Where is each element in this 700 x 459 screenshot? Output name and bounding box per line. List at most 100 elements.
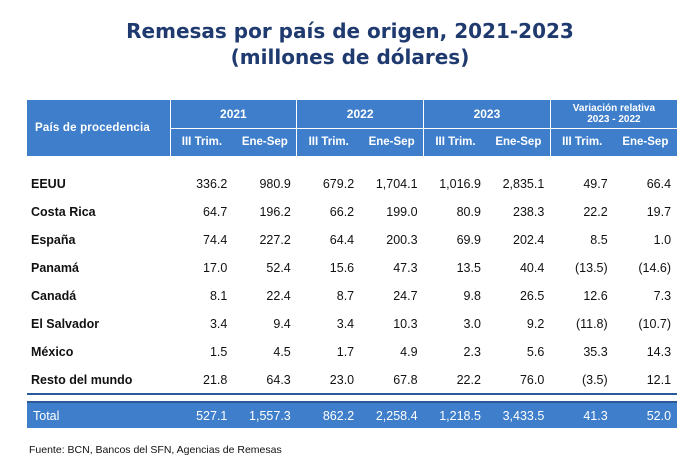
value-cell: 200.3 [386, 233, 418, 247]
subheader: III Trim. [169, 128, 234, 156]
country-cell: España [31, 233, 76, 247]
subheader: Ene-Sep [360, 128, 424, 156]
remittances-table: País de procedencia 2021 2022 2023 Varia… [27, 100, 678, 428]
value-cell: 1.0 [653, 233, 672, 247]
title-line-1: Remesas por país de origen, 2021-2023 [126, 19, 574, 43]
value-cell: 9.8 [463, 289, 481, 303]
value-cell: (14.6) [638, 261, 672, 275]
country-cell: Resto del mundo [31, 372, 133, 387]
value-cell: 74.4 [203, 233, 228, 247]
subheader: III Trim. [423, 128, 487, 156]
value-cell: 3.0 [463, 317, 481, 331]
value-cell: 8.7 [336, 289, 355, 303]
value-cell: 22.4 [266, 289, 291, 303]
value-cell: 196.2 [259, 205, 291, 219]
source-note: Fuente: BCN, Bancos del SFN, Agencias de… [29, 444, 282, 456]
value-cell: 980.9 [259, 177, 291, 191]
column-header-country: País de procedencia [27, 100, 170, 156]
value-cell: 64.4 [329, 233, 355, 247]
value-cell: 1,704.1 [375, 177, 418, 191]
country-cell: Costa Rica [31, 205, 96, 219]
table-row: España 74.4 227.2 64.4 200.3 69.9 202.4 8.5 1.0 [27, 226, 677, 254]
value-cell: 69.9 [456, 233, 481, 247]
value-cell: 9.4 [273, 317, 291, 331]
value-cell: 679.2 [322, 177, 355, 191]
value-cell: 14.3 [646, 345, 672, 359]
value-cell: 13.5 [456, 261, 481, 275]
value-cell: 24.7 [393, 289, 418, 303]
total-cell: 52.0 [613, 402, 678, 428]
title-line-2: (millones de dólares) [230, 45, 470, 69]
value-cell: 66.2 [329, 205, 355, 219]
total-cell: 41.3 [550, 402, 614, 428]
value-cell: 80.9 [456, 205, 481, 219]
page-title: Remesas por país de origen, 2021-2023 (m… [0, 18, 700, 70]
country-cell: México [31, 345, 74, 359]
value-cell: 40.4 [519, 261, 545, 275]
value-cell: 199.0 [386, 205, 418, 219]
column-header-variation: Variación relativa 2023 - 2022 [549, 100, 678, 129]
table-row: El Salvador 3.4 9.4 3.4 10.3 3.0 9.2 (11.8) (10.… [27, 310, 677, 338]
country-cell: EEUU [31, 177, 66, 191]
value-cell: 5.6 [526, 345, 545, 359]
value-cell: 67.8 [393, 372, 418, 387]
value-cell: 64.7 [203, 205, 228, 219]
country-cell: Canadá [31, 289, 77, 303]
value-cell: (10.7) [638, 317, 672, 331]
value-cell: 4.5 [273, 345, 291, 359]
table-row: Costa Rica 64.7 196.2 66.2 199.0 80.9 238.3 22.… [27, 198, 677, 226]
value-cell: 1.7 [336, 345, 355, 359]
value-cell: 202.4 [513, 233, 545, 247]
subheader: Ene-Sep [613, 128, 678, 156]
total-cell: 862.2 [296, 402, 361, 428]
column-header-year: 2023 [423, 100, 551, 129]
value-cell: 8.1 [209, 289, 228, 303]
total-cell: 527.1 [170, 402, 234, 428]
value-cell: 19.7 [646, 205, 672, 219]
value-cell: 3.4 [209, 317, 228, 331]
subheader: Ene-Sep [486, 128, 551, 156]
subheader: Ene-Sep [233, 128, 297, 156]
value-cell: 12.6 [583, 289, 608, 303]
value-cell: 17.0 [203, 261, 228, 275]
value-cell: 4.9 [400, 345, 418, 359]
table-header: País de procedencia 2021 2022 2023 Varia… [27, 100, 678, 156]
total-label: Total [27, 402, 170, 428]
total-cell: 2,258.4 [360, 402, 424, 428]
variation-period: 2023 - 2022 [587, 113, 641, 125]
value-cell: (13.5) [575, 261, 608, 275]
value-cell: 3.4 [336, 317, 355, 331]
country-cell: Panamá [31, 261, 79, 275]
value-cell: 76.0 [519, 372, 545, 387]
value-cell: 66.4 [646, 177, 672, 191]
value-cell: 238.3 [513, 205, 545, 219]
subheader: III Trim. [296, 128, 361, 156]
table-row: Canadá 8.1 22.4 8.7 24.7 9.8 26.5 12.6 7.3 [27, 282, 677, 310]
value-cell: 336.2 [196, 177, 228, 191]
table-body: EEUU 336.2 980.9 679.2 1,704.1 1,016.9 2,835.1… [27, 156, 677, 394]
value-cell: (3.5) [581, 372, 608, 387]
value-cell: 2,835.1 [502, 177, 545, 191]
subheader: III Trim. [549, 128, 614, 156]
value-cell: 12.1 [646, 372, 672, 387]
value-cell: 21.8 [203, 372, 228, 387]
country-cell: El Salvador [31, 317, 100, 331]
value-cell: 26.5 [519, 289, 545, 303]
value-cell: 10.3 [393, 317, 418, 331]
value-cell: 227.2 [259, 233, 291, 247]
table-row: Resto del mundo 21.8 64.3 23.0 67.8 22.2 76.0 (… [27, 366, 677, 394]
table-row: Panamá 17.0 52.4 15.6 47.3 13.5 40.4 (13.5) (14.… [27, 254, 677, 282]
total-cell: 1,557.3 [233, 402, 297, 428]
value-cell: 22.2 [583, 205, 608, 219]
column-header-year: 2021 [169, 100, 297, 129]
column-header-year: 2022 [296, 100, 424, 129]
total-cell: 3,433.5 [486, 402, 551, 428]
total-row: Total 527.1 1,557.3 862.2 2,258.4 1,218.… [27, 402, 678, 428]
value-cell: 52.4 [266, 261, 291, 275]
value-cell: 23.0 [329, 372, 355, 387]
value-cell: 35.3 [583, 345, 608, 359]
table-row: México 1.5 4.5 1.7 4.9 2.3 5.6 35.3 14.3 [27, 338, 677, 366]
value-cell: 2.3 [463, 345, 481, 359]
value-cell: 15.6 [329, 261, 355, 275]
value-cell: (11.8) [575, 317, 608, 331]
